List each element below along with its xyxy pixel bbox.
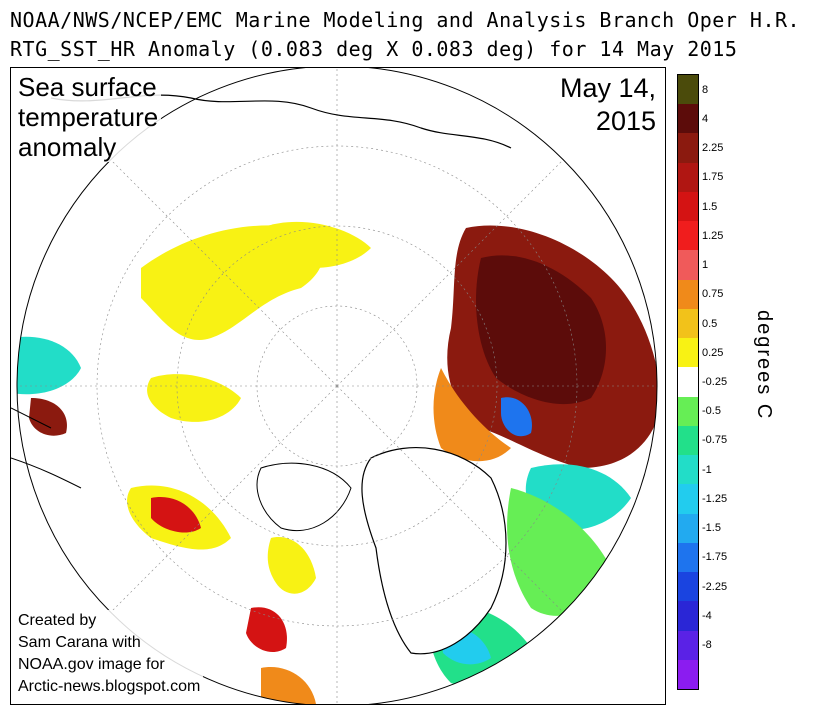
legend-tick-label: -0.25 xyxy=(702,376,728,388)
legend-swatch xyxy=(678,542,698,573)
legend-tick-label: 2.25 xyxy=(702,142,724,155)
greenland-land xyxy=(361,447,507,655)
credit-line-1: Created by xyxy=(18,612,97,629)
map-title-line-3: anomaly xyxy=(18,132,117,162)
legend-swatch xyxy=(678,513,698,544)
siberian-warm xyxy=(151,497,201,533)
credit-overlay: Created by Sam Carana with NOAA.gov imag… xyxy=(15,610,204,698)
legend-unit-label: degrees C xyxy=(753,310,775,421)
legend-swatch xyxy=(678,396,698,427)
canadian-archipelago xyxy=(256,462,352,532)
legend-tick-label: -8 xyxy=(702,639,712,652)
legend-swatch xyxy=(678,338,698,368)
legend-swatch xyxy=(678,279,698,310)
central-yellow-patch-3 xyxy=(261,221,371,268)
legend-swatch xyxy=(678,601,698,632)
map-date-overlay: May 14, 2015 xyxy=(556,72,659,138)
globe-outline xyxy=(16,68,658,704)
legend-tick-label: 1.75 xyxy=(702,171,724,184)
legend-swatch xyxy=(678,572,698,602)
legend-swatch xyxy=(678,484,698,515)
south-atlantic-orange xyxy=(261,667,316,704)
legend-tick-label: -1 xyxy=(702,463,712,476)
legend-tick-label: 4 xyxy=(702,112,709,125)
legend-swatch xyxy=(678,250,698,281)
legend-tick-label: 0.5 xyxy=(702,317,718,330)
legend-tick-label: -2.25 xyxy=(702,580,728,593)
map-title-line-1: Sea surface xyxy=(18,72,157,102)
north-atlantic-orange-fringe xyxy=(433,368,511,462)
polar-map xyxy=(11,68,665,704)
legend-swatch xyxy=(678,191,698,222)
legend-swatch xyxy=(678,425,698,456)
legend-tick-label: 1.5 xyxy=(702,200,718,213)
legend-tick-label: -1.25 xyxy=(702,492,728,505)
legend-swatch xyxy=(678,221,698,251)
legend-tick-label: -1.5 xyxy=(702,522,721,535)
map-date-line-2: 2015 xyxy=(595,106,656,136)
legend-tick-label: 8 xyxy=(702,83,709,96)
bering-cyan xyxy=(17,336,81,395)
legend-tick-label: -0.5 xyxy=(702,405,721,418)
archipelago-yellow xyxy=(267,537,316,594)
header-line-1: NOAA/NWS/NCEP/EMC Marine Modeling and An… xyxy=(10,8,801,32)
legend-tick-label: -1.75 xyxy=(702,551,728,564)
legend-tick-label: 1 xyxy=(702,259,709,272)
cold-pool-blue xyxy=(501,397,532,437)
legend-tick-label: -0.75 xyxy=(702,434,728,447)
credit-line-4: Arctic-news.blogspot.com xyxy=(18,678,201,695)
hudson-warm xyxy=(246,607,287,653)
legend-tick-label: 1.25 xyxy=(702,229,724,242)
legend-swatch xyxy=(678,104,698,134)
legend-swatch xyxy=(678,162,698,193)
color-legend xyxy=(677,74,699,690)
legend-swatch xyxy=(678,630,698,661)
map-frame: Sea surface temperature anomaly May 14, … xyxy=(10,67,666,705)
legend-swatch xyxy=(678,75,698,105)
credit-line-2: Sam Carana with xyxy=(18,634,141,651)
map-title-overlay: Sea surface temperature anomaly xyxy=(15,72,162,162)
alaska-coast xyxy=(11,407,82,489)
map-title-line-2: temperature xyxy=(18,102,159,132)
globe-disc xyxy=(17,68,657,704)
legend-swatch xyxy=(678,308,698,339)
header-line-2: RTG_SST_HR Anomaly (0.083 deg X 0.083 de… xyxy=(10,37,738,61)
credit-line-3: NOAA.gov image for xyxy=(18,656,165,673)
legend-swatch xyxy=(678,659,698,690)
legend-swatch xyxy=(678,133,698,164)
legend-tick-label: 0.25 xyxy=(702,346,724,359)
north-atlantic-core xyxy=(476,255,606,405)
legend-swatch xyxy=(678,367,698,398)
map-date-line-1: May 14, xyxy=(559,73,656,103)
greenland-sea-green xyxy=(507,488,611,616)
legend-tick-label: 0.75 xyxy=(702,288,724,301)
bering-warm xyxy=(29,398,67,436)
legend-tick-label: -4 xyxy=(702,609,712,622)
legend-swatch xyxy=(678,455,698,485)
